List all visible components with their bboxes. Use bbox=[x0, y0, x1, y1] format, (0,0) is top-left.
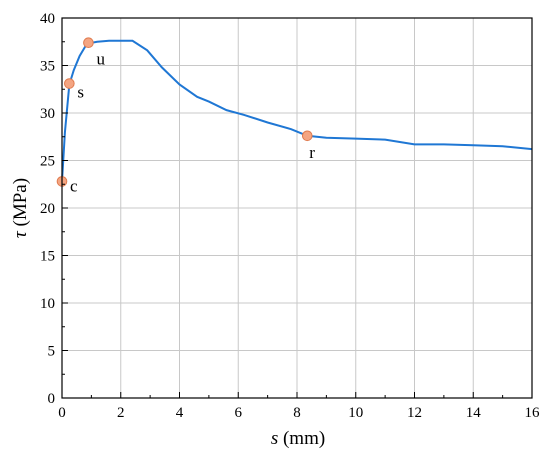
x-tick-label: 16 bbox=[525, 405, 541, 421]
grid bbox=[62, 18, 532, 398]
point-label-s: s bbox=[77, 83, 84, 102]
y-tick-label: 35 bbox=[40, 59, 55, 75]
y-tick-label: 15 bbox=[40, 249, 55, 265]
y-tick-label: 25 bbox=[40, 154, 55, 170]
y-tick-label: 20 bbox=[40, 201, 55, 217]
x-axis-symbol: s bbox=[271, 428, 278, 449]
point-markers bbox=[56, 37, 313, 187]
y-tick-label: 5 bbox=[48, 344, 56, 360]
y-tick-label: 0 bbox=[48, 391, 56, 407]
y-axis-title: τ (MPa) bbox=[10, 178, 31, 238]
x-tick-label: 6 bbox=[235, 405, 243, 421]
y-tick-label: 40 bbox=[40, 11, 55, 27]
y-axis-unit: (MPa) bbox=[10, 178, 31, 227]
x-axis-title: s (mm) bbox=[271, 428, 325, 449]
x-tick-label: 10 bbox=[348, 405, 363, 421]
point-label-c: c bbox=[70, 176, 78, 195]
x-tick-label: 4 bbox=[176, 405, 184, 421]
point-label-u: u bbox=[96, 50, 105, 69]
x-tick-label: 2 bbox=[117, 405, 125, 421]
point-marker-r bbox=[301, 130, 313, 142]
x-tick-label: 8 bbox=[293, 405, 301, 421]
series-line bbox=[61, 39, 533, 182]
y-tick-label: 10 bbox=[40, 296, 55, 312]
point-marker-u bbox=[83, 37, 94, 49]
y-tick-label: 30 bbox=[40, 106, 55, 122]
x-tick-label: 12 bbox=[407, 405, 422, 421]
x-tick-label: 0 bbox=[58, 405, 66, 421]
x-axis-unit: (mm) bbox=[283, 428, 325, 449]
point-labels: c su r bbox=[70, 50, 315, 196]
y-axis-symbol: τ bbox=[10, 230, 31, 238]
tick-labels: 0 2 4 6 8 10 12 14 16 0 5 10 15 20 25 30 35 40 bbox=[40, 11, 540, 421]
point-marker-s bbox=[64, 78, 75, 89]
axis-ticks bbox=[61, 17, 533, 399]
point-label-r: r bbox=[309, 143, 315, 162]
x-tick-label: 14 bbox=[466, 405, 482, 421]
